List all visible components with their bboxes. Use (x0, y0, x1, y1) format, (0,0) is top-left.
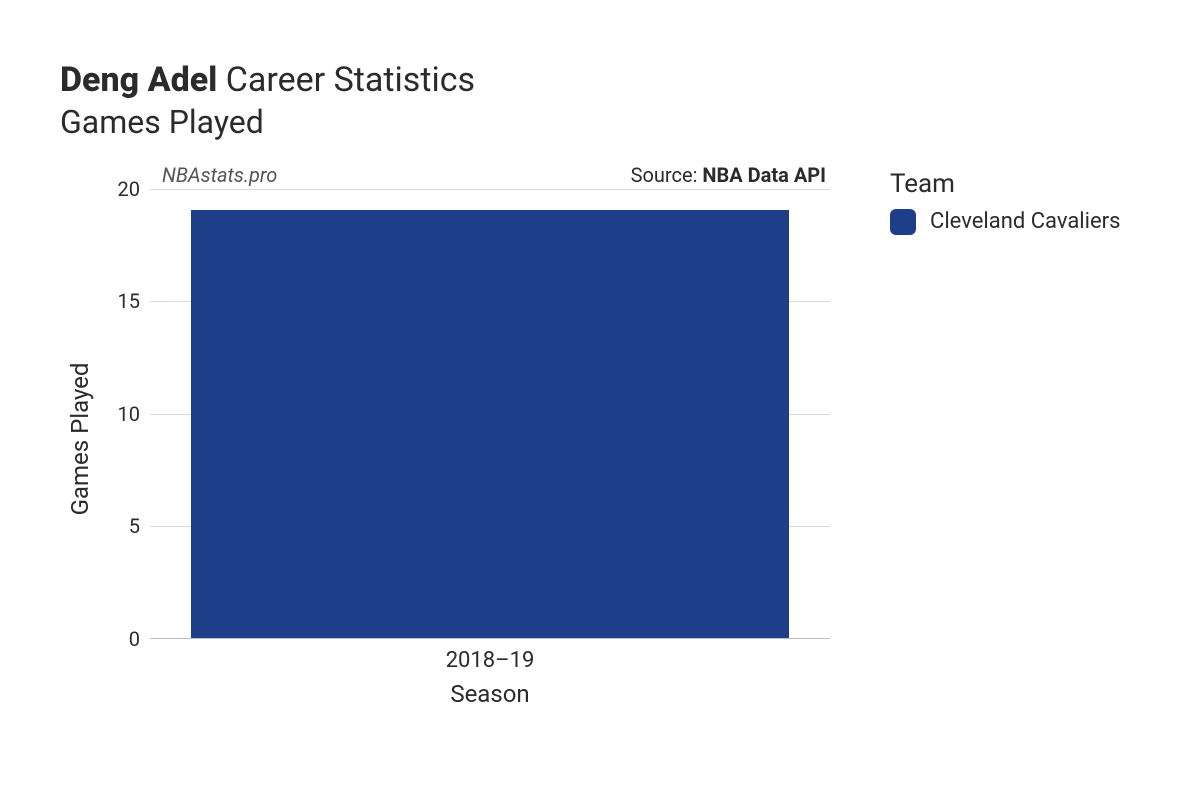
x-tick-label: 2018–19 (446, 638, 535, 673)
source-name: NBA Data API (702, 163, 826, 187)
plot-region: NBAstats.pro Source: NBA Data API Season… (150, 189, 830, 639)
source-attribution: Source: NBA Data API (631, 163, 826, 187)
chart-title-block: Deng Adel Career Statistics Games Played (60, 60, 1160, 141)
gridline (150, 189, 830, 190)
y-tick-label: 10 (118, 402, 150, 426)
watermark-text: NBAstats.pro (162, 163, 277, 187)
legend-item-label: Cleveland Cavaliers (930, 209, 1120, 234)
y-tick-label: 0 (129, 627, 150, 651)
source-prefix: Source: (631, 163, 703, 187)
legend-item: Cleveland Cavaliers (890, 209, 1120, 235)
y-tick-label: 20 (118, 177, 150, 201)
title-suffix: Career Statistics (217, 60, 475, 100)
bar (191, 210, 789, 638)
y-tick-label: 15 (118, 289, 150, 313)
legend: Team Cleveland Cavaliers (890, 169, 1120, 235)
legend-title: Team (890, 169, 1120, 199)
chart-subtitle: Games Played (60, 103, 1160, 141)
legend-swatch (890, 209, 916, 235)
chart-title: Deng Adel Career Statistics (60, 60, 1160, 101)
x-axis-label: Season (450, 680, 529, 708)
y-tick-label: 5 (129, 514, 150, 538)
chart-area: Games Played NBAstats.pro Source: NBA Da… (60, 159, 860, 719)
player-name: Deng Adel (60, 60, 217, 100)
y-axis-label: Games Played (66, 362, 94, 515)
